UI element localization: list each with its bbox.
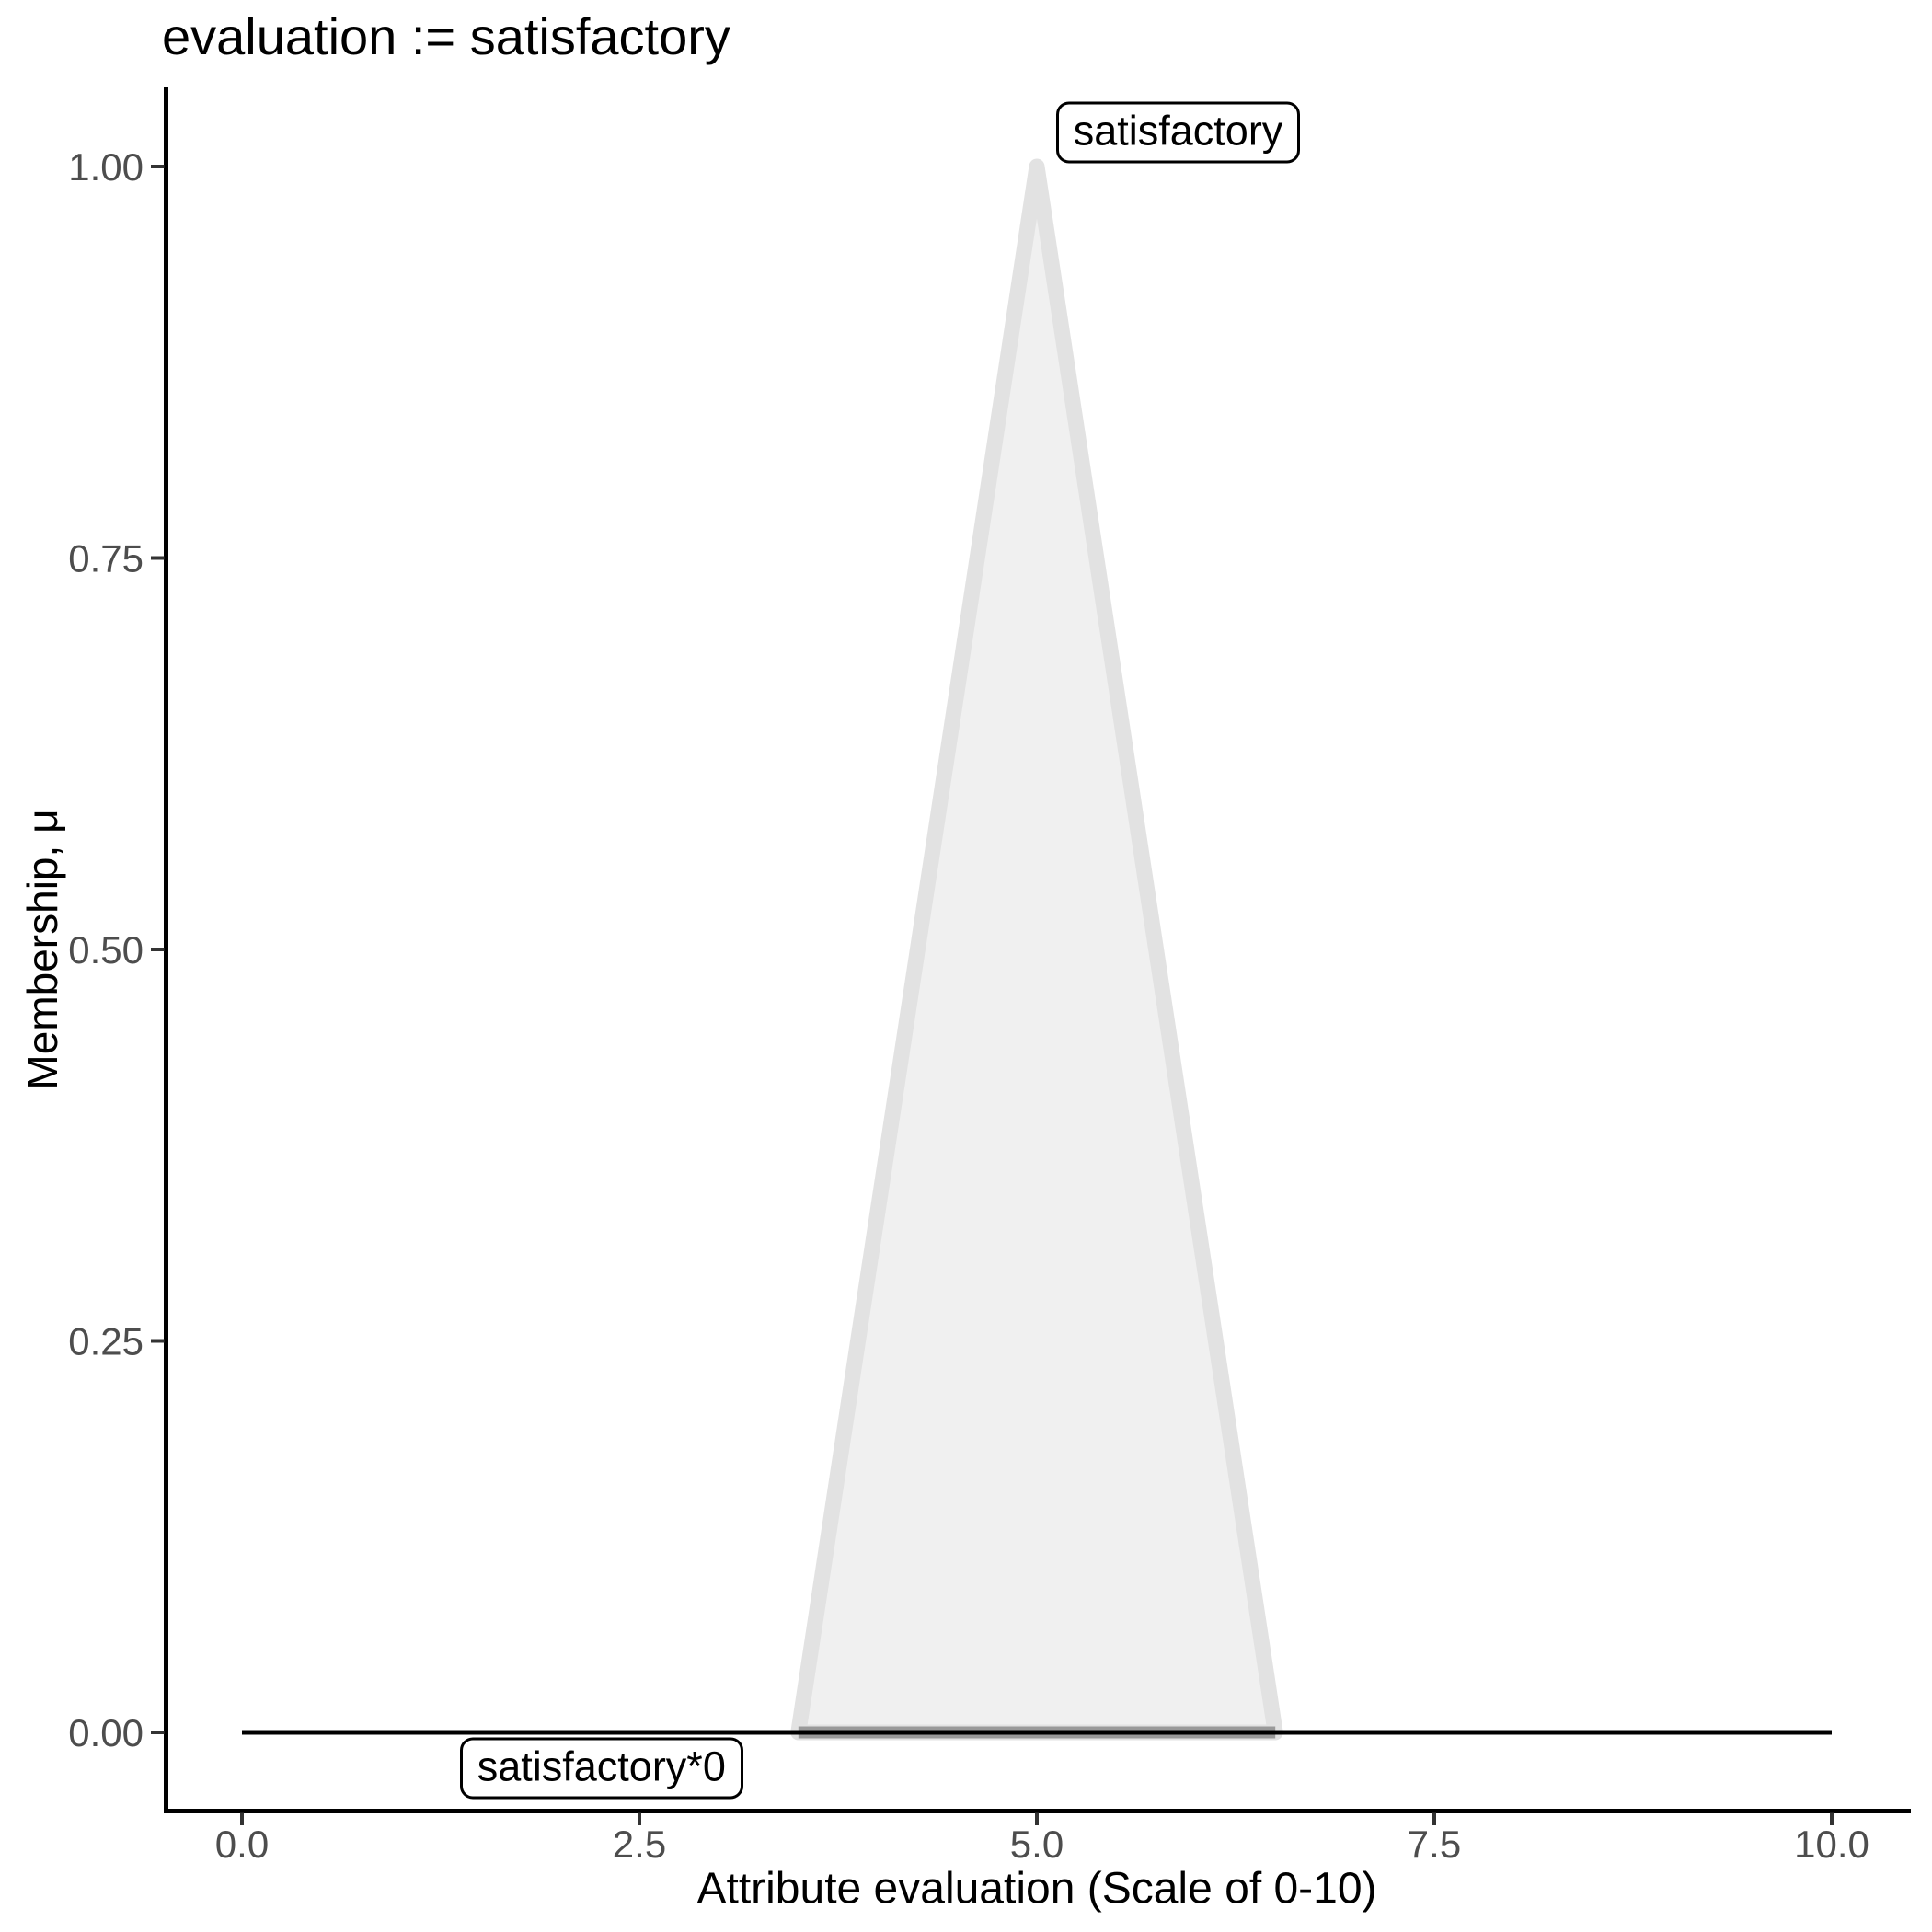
x-axis-tick-label: 10.0 (1794, 1823, 1869, 1866)
plot-title: evaluation := satisfactory (162, 7, 730, 65)
y-axis-tick-label: 0.75 (68, 537, 144, 581)
y-axis-tick-label: 1.00 (68, 145, 144, 189)
y-axis-tick-label: 0.50 (68, 928, 144, 972)
y-axis-tick-label: 0.00 (68, 1711, 144, 1754)
y-axis-tick-label: 0.25 (68, 1320, 144, 1363)
satisfactory-set-area (790, 158, 1283, 1741)
x-axis-tick-label: 2.5 (613, 1823, 666, 1866)
x-axis-title: Attribute evaluation (Scale of 0-10) (696, 1864, 1377, 1914)
satisfactory-label: satisfactory (1055, 101, 1301, 164)
x-axis-tick-label: 0.0 (215, 1823, 269, 1866)
y-axis-title: Membership, μ (18, 809, 66, 1090)
x-axis-tick-label: 5.0 (1010, 1823, 1064, 1866)
satisfactory-times-zero-label: satisfactory*0 (459, 1737, 743, 1800)
x-axis-tick-label: 7.5 (1408, 1823, 1461, 1866)
